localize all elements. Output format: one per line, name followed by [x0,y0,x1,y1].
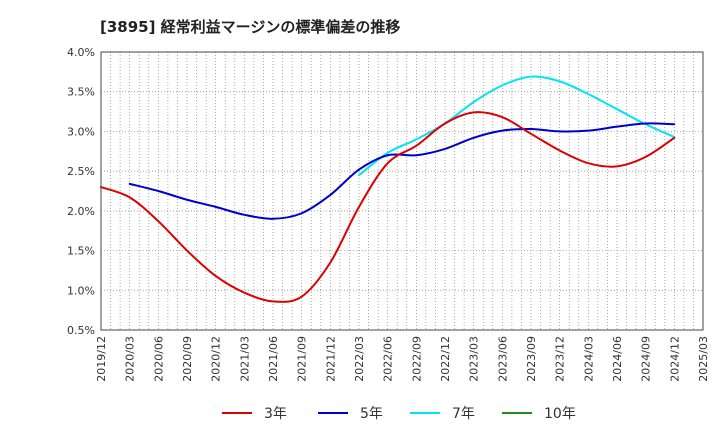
x-tick-label: 2020/06 [152,336,165,382]
x-tick-label: 2021/12 [324,336,337,382]
plot-frame [100,51,704,331]
x-tick-label: 2021/03 [238,336,251,382]
y-tick-label: 1.5% [67,245,95,258]
x-tick-label: 2020/03 [124,336,137,382]
y-tick-label: 1.0% [67,284,95,297]
series-layer [100,75,676,303]
grid-layer [101,52,703,330]
x-tick-label: 2023/12 [554,336,567,382]
series-line-2 [128,122,676,220]
series-line-1 [100,111,676,303]
y-tick-label: 3.5% [67,86,95,99]
y-tick-label: 2.5% [67,165,95,178]
y-tick-label: 2.0% [67,205,95,218]
x-tick-label: 2024/06 [611,336,624,382]
legend-label-1: 3年 [264,406,287,422]
x-tick-label: 2021/09 [296,336,309,382]
x-tick-label: 2025/03 [697,336,710,382]
x-tick-label: 2020/09 [181,336,194,382]
y-tick-label: 0.5% [67,324,95,337]
x-tick-label: 2022/12 [439,336,452,382]
y-tick-label: 4.0% [67,46,95,59]
x-tick-label: 2022/03 [353,336,366,382]
x-tick-label: 2019/12 [95,336,108,382]
series-line-3 [358,75,676,177]
x-tick-label: 2022/06 [382,336,395,382]
x-tick-label: 2020/12 [210,336,223,382]
axis-layer: 0.5% 1.0% 1.5% 2.0% 2.5% 3.0% 3.5% 4.0% 2019/12 2… [67,46,710,382]
y-tick-label: 3.0% [67,125,95,138]
x-tick-label: 2023/06 [496,336,509,382]
x-tick-label: 2024/12 [668,336,681,382]
legend-label-4: 10年 [544,406,576,422]
x-tick-label: 2024/09 [640,336,653,382]
x-tick-label: 2021/06 [267,336,280,382]
x-tick-label: 2023/03 [468,336,481,382]
legend-label-3: 7年 [452,406,475,422]
chart-title: [3895] 経常利益マージンの標準偏差の推移 [100,18,401,36]
legend-label-2: 5年 [360,406,383,422]
x-tick-label: 2022/09 [410,336,423,382]
legend-layer: 3年 5年 7年 10年 [222,406,576,422]
x-tick-label: 2024/03 [582,336,595,382]
x-tick-label: 2023/09 [525,336,538,382]
